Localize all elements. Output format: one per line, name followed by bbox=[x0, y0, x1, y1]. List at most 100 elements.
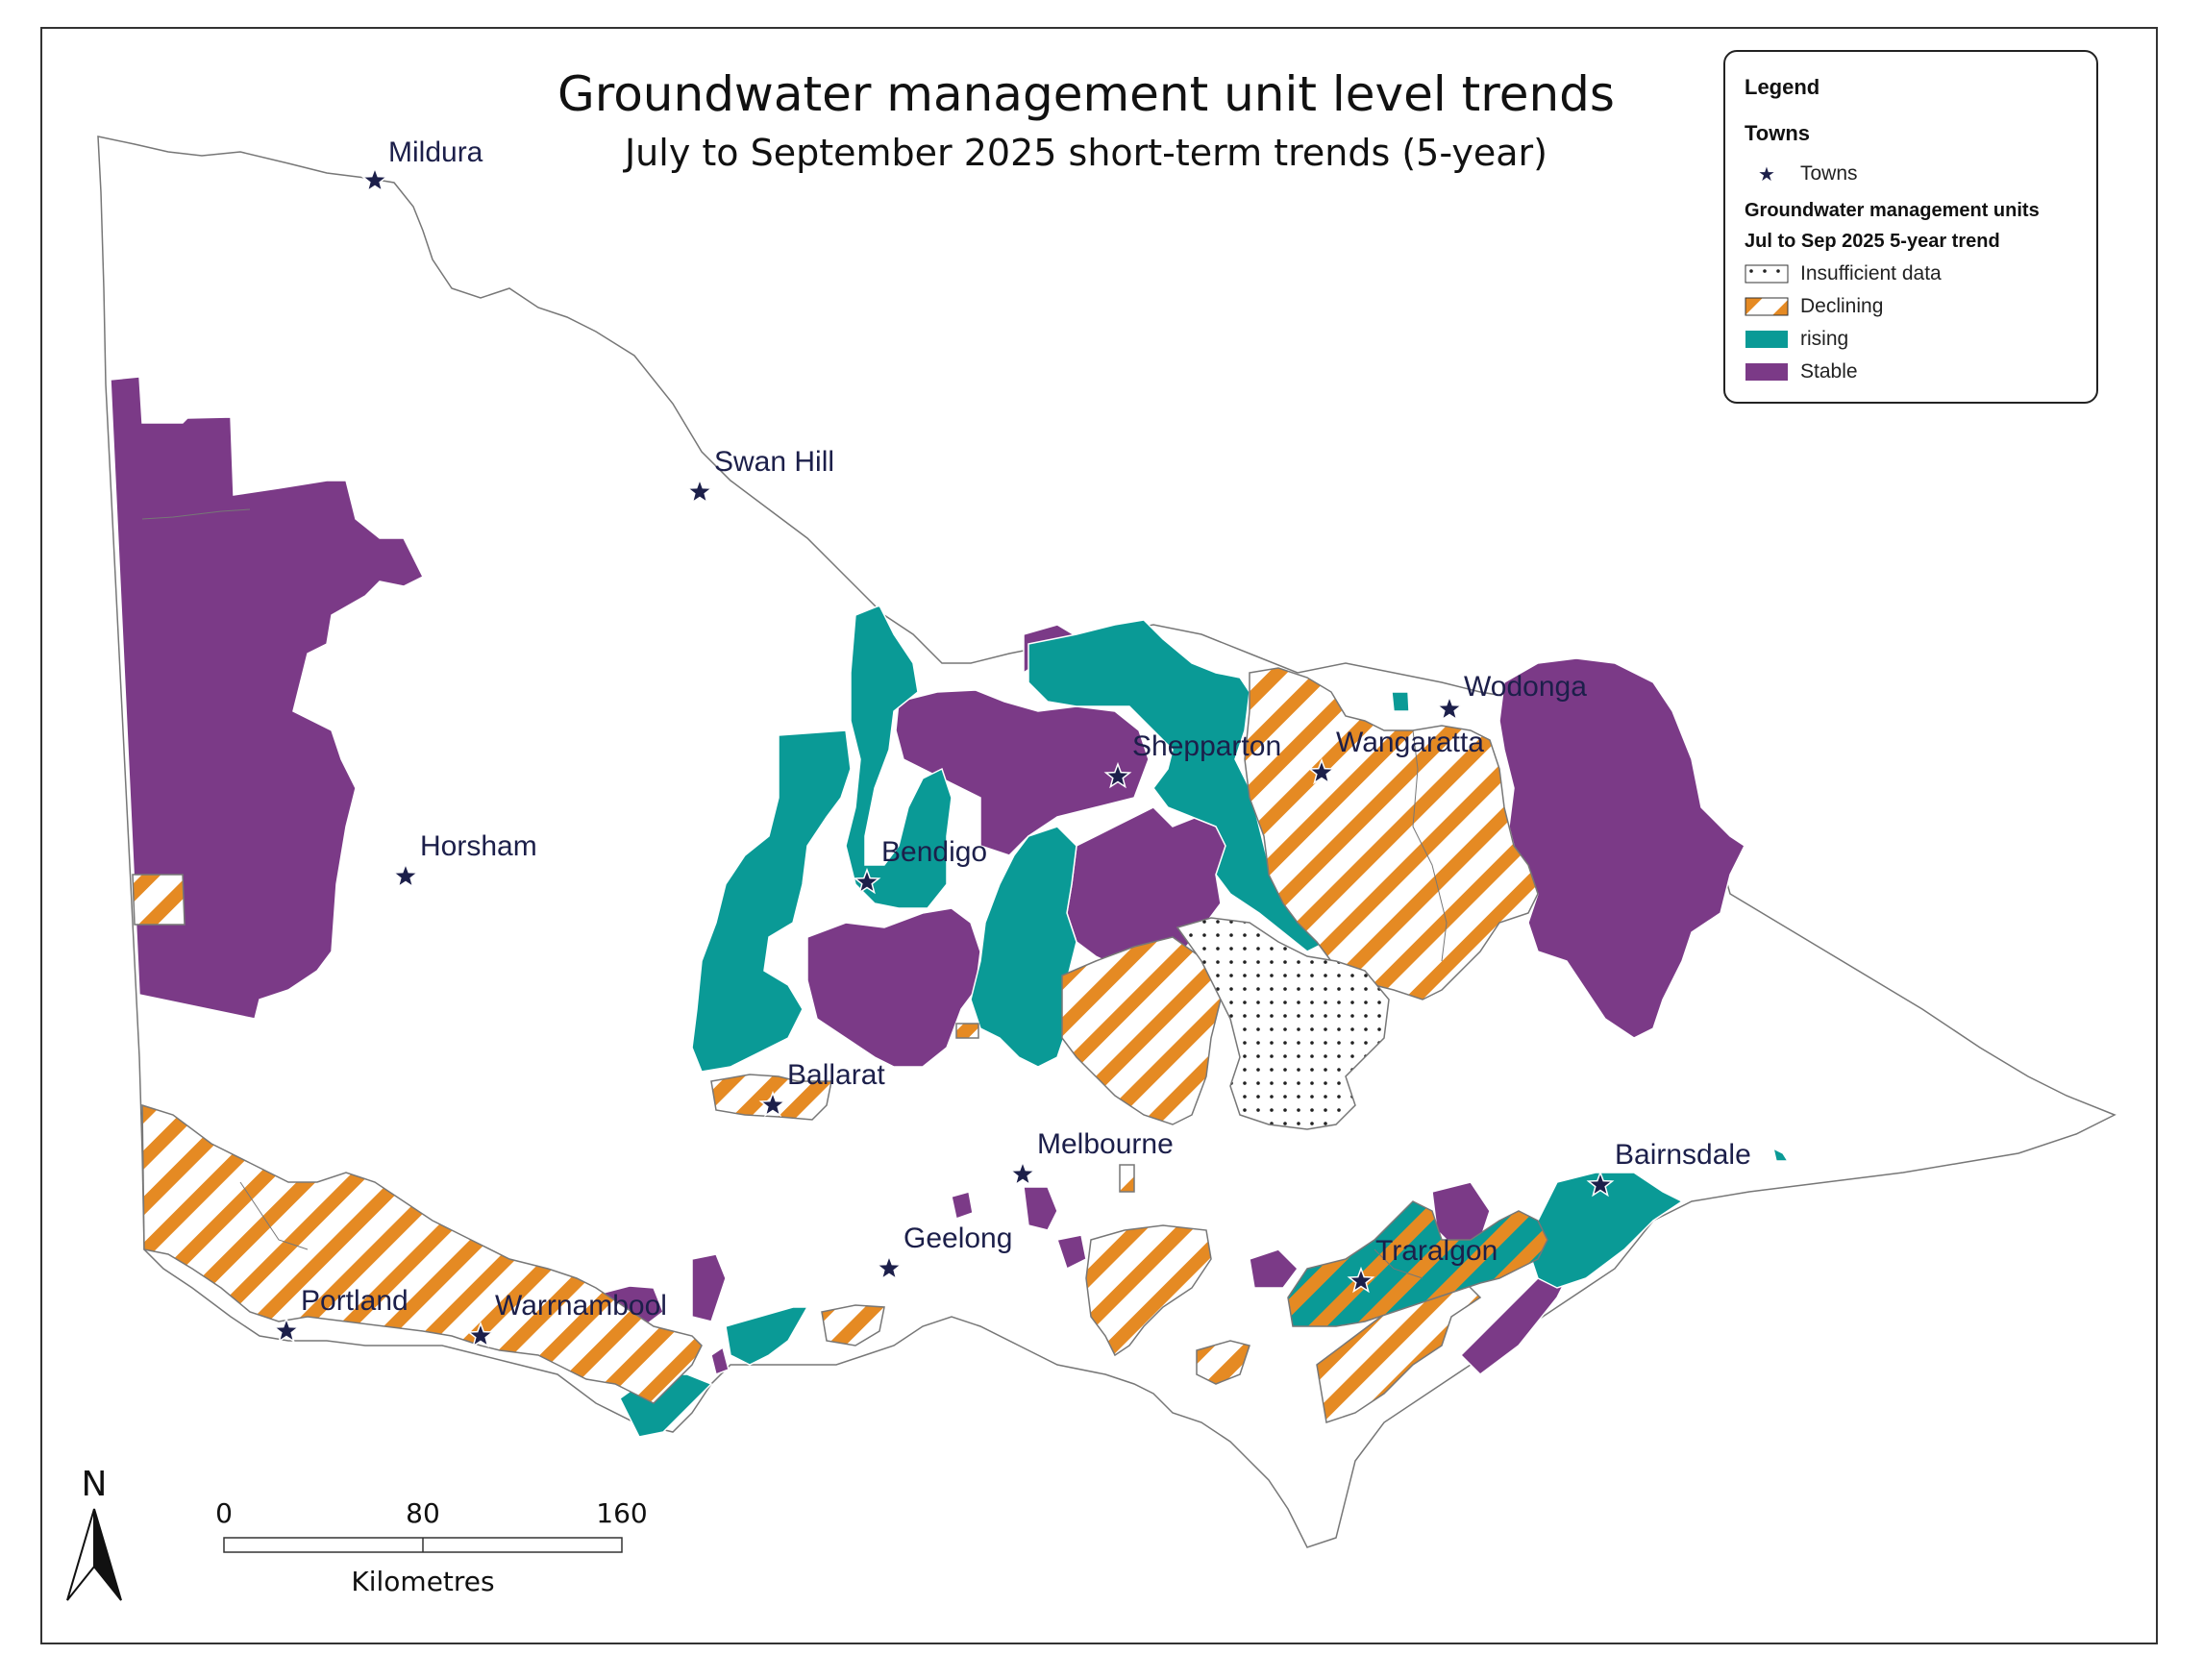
gmu-south-west-declining bbox=[141, 1103, 703, 1404]
stable-units bbox=[110, 376, 1745, 1376]
gmu-western-port-declining bbox=[1061, 936, 1222, 1125]
town-marker: Traralgon bbox=[1347, 1235, 1498, 1294]
gmu-otways-rising bbox=[725, 1306, 809, 1366]
gmu-campaspe-rising bbox=[845, 605, 953, 909]
scale-tick-160: 160 bbox=[596, 1497, 647, 1529]
hatch-swatch-icon bbox=[1745, 297, 1789, 316]
legend-item-label: Insufficient data bbox=[1800, 262, 1942, 284]
town-star-icon bbox=[391, 861, 420, 889]
town-marker: Bendigo bbox=[853, 836, 987, 895]
gmu-small-stable-1 bbox=[951, 1191, 974, 1220]
town-label: Warrnambool bbox=[495, 1290, 667, 1322]
legend-item-label: Towns bbox=[1800, 162, 1858, 185]
town-marker: Horsham bbox=[391, 830, 537, 889]
gmu-wonthaggi-declining bbox=[1196, 1340, 1250, 1385]
gmu-goulburn-rising bbox=[970, 826, 1077, 1068]
town-star-icon bbox=[1008, 1159, 1037, 1187]
town-star-icon bbox=[875, 1253, 903, 1281]
legend-heading: Legend bbox=[1745, 75, 1820, 99]
town-star-icon bbox=[685, 477, 714, 505]
north-arrow: N bbox=[66, 1465, 122, 1601]
town-marker: Ballarat bbox=[758, 1059, 885, 1118]
map-subtitle: July to September 2025 short-term trends… bbox=[623, 132, 1547, 174]
town-star-icon bbox=[1586, 1170, 1615, 1198]
town-marker: Portland bbox=[272, 1285, 408, 1344]
town-label: Ballarat bbox=[787, 1059, 885, 1091]
gmu-yarra-declining bbox=[1119, 1164, 1135, 1193]
town-star-icon bbox=[758, 1090, 787, 1118]
map-frame bbox=[40, 27, 2158, 1644]
purple-swatch-icon bbox=[1745, 363, 1788, 381]
towns-layer: Mildura Swan Hill Horsham Bendigo Shepparton… bbox=[272, 136, 1751, 1348]
town-label: Bairnsdale bbox=[1615, 1139, 1751, 1171]
town-marker: Bairnsdale bbox=[1586, 1139, 1751, 1198]
gmu-geelong-declining bbox=[821, 1304, 885, 1346]
town-label: Geelong bbox=[903, 1223, 1012, 1254]
town-star-icon bbox=[360, 165, 389, 193]
scale-bar: 0 80 160 Kilometres bbox=[215, 1497, 648, 1597]
town-star-icon bbox=[1435, 694, 1464, 722]
town-star-icon bbox=[853, 867, 881, 895]
town-star-icon bbox=[1103, 761, 1132, 789]
legend-item-towns: ★ Towns bbox=[1745, 161, 1858, 186]
town-marker: Shepparton bbox=[1103, 730, 1281, 789]
town-marker: Wodonga bbox=[1435, 671, 1587, 722]
legend: Legend Towns ★ Towns Groundwater managem… bbox=[1723, 50, 2098, 404]
map-title: Groundwater management unit level trends bbox=[557, 66, 1615, 122]
town-marker: Melbourne bbox=[1008, 1128, 1174, 1187]
gmu-small-declining-1 bbox=[132, 874, 186, 926]
town-label: Portland bbox=[301, 1285, 408, 1317]
legend-item-label: Stable bbox=[1800, 360, 1858, 383]
town-marker: Warrnambool bbox=[466, 1290, 667, 1348]
town-label: Traralgon bbox=[1375, 1235, 1498, 1267]
gmu-insufficient-data bbox=[1176, 917, 1390, 1130]
gmu-gippsland-declining-rising bbox=[1287, 1200, 1548, 1327]
north-arrow-icon bbox=[66, 1508, 95, 1601]
gmu-small-declining-2 bbox=[955, 1023, 979, 1039]
star-icon: ★ bbox=[1758, 163, 1775, 185]
town-star-icon bbox=[466, 1321, 495, 1348]
gmu-kiewa-rising bbox=[1391, 691, 1410, 712]
legend-item-insufficient: Insufficient data bbox=[1745, 261, 1942, 286]
gmu-gellibrand-stable bbox=[691, 1253, 727, 1322]
gmu-west-wimmera bbox=[110, 376, 425, 1020]
declining-units bbox=[132, 667, 1539, 1423]
town-marker: Geelong bbox=[875, 1223, 1012, 1281]
legend-item-label: rising bbox=[1800, 328, 1849, 350]
town-marker: Mildura bbox=[360, 136, 483, 193]
scale-tick-0: 0 bbox=[215, 1497, 233, 1529]
legend-item-label: Declining bbox=[1800, 295, 1884, 317]
town-label: Shepparton bbox=[1132, 730, 1281, 762]
town-label: Wodonga bbox=[1464, 671, 1587, 703]
gmu-ballarat-stable bbox=[806, 907, 981, 1068]
town-label: Horsham bbox=[420, 830, 537, 862]
teal-swatch-icon bbox=[1745, 331, 1788, 348]
gmu-dandenong-stable bbox=[1056, 1234, 1087, 1271]
legend-item-stable: Stable bbox=[1745, 359, 1858, 384]
gmu-melbourne-east-stable bbox=[1023, 1186, 1058, 1231]
gmu-loddon-rising bbox=[691, 729, 852, 1073]
legend-towns-heading: Towns bbox=[1745, 121, 1811, 145]
gmu-south-gippsland-stable bbox=[1249, 1248, 1299, 1289]
gmu-small-stable-2 bbox=[710, 1346, 730, 1376]
scale-unit-label: Kilometres bbox=[351, 1566, 494, 1597]
gmu-shepparton-rising bbox=[1027, 619, 1328, 952]
legend-item-declining: Declining bbox=[1745, 294, 1883, 319]
town-star-icon bbox=[272, 1316, 301, 1344]
town-star-icon bbox=[1347, 1266, 1375, 1294]
north-arrow-label: N bbox=[82, 1465, 108, 1504]
gmu-moorabool-declining bbox=[1085, 1224, 1212, 1357]
rising-units bbox=[619, 605, 1790, 1438]
gmu-internal-boundaries bbox=[141, 508, 1448, 1279]
town-marker: Swan Hill bbox=[685, 446, 834, 505]
town-label: Bendigo bbox=[881, 836, 987, 868]
town-marker: Wangaratta bbox=[1307, 727, 1484, 785]
gmu-small-rising-1 bbox=[1771, 1147, 1790, 1162]
town-label: Wangaratta bbox=[1336, 727, 1484, 758]
town-star-icon bbox=[1307, 757, 1336, 785]
town-label: Mildura bbox=[388, 136, 483, 168]
town-label: Melbourne bbox=[1037, 1128, 1174, 1160]
town-label: Swan Hill bbox=[714, 446, 834, 478]
dots-swatch-icon bbox=[1745, 264, 1789, 284]
